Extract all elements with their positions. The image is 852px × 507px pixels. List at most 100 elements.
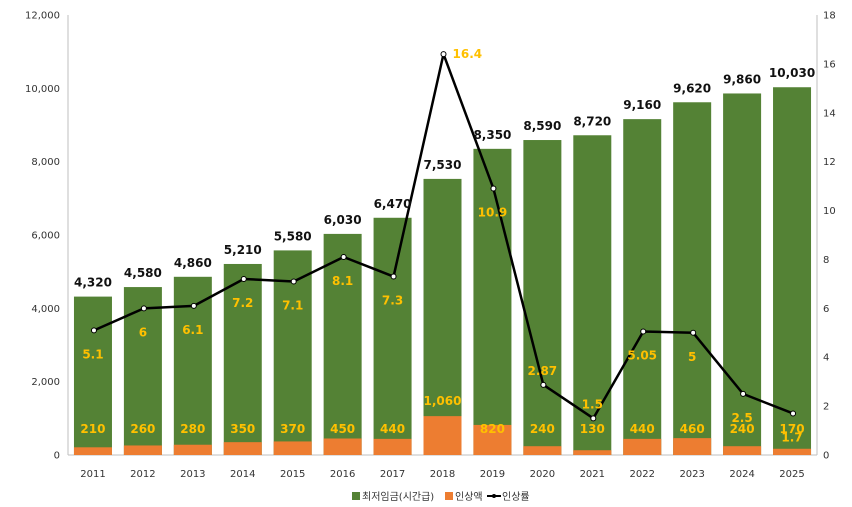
wage-bar [423,178,462,455]
rate-point [690,329,697,336]
x-tick-label: 2023 [679,469,704,480]
rate-point [590,415,597,422]
x-tick-label: 2021 [580,469,605,480]
y2-tick-label: 0 [823,451,829,462]
rate-label: 10.9 [478,206,508,220]
wage-label: 5,580 [274,229,312,243]
rate-point [190,302,197,309]
wage-bar [573,135,612,455]
y2-tick-label: 10 [823,206,836,217]
rate-label: 5 [688,350,696,364]
wage-bar [773,87,812,455]
wage-bar [723,93,762,455]
y-tick-label: 12,000 [25,11,60,22]
wage-label: 9,620 [673,81,711,95]
wage-label: 8,350 [473,128,511,142]
bars [73,87,812,456]
rate-point [790,410,797,417]
increase-bar [273,441,312,455]
increase-bar [423,416,462,455]
rate-point [440,51,447,58]
rate-point [140,305,147,312]
rate-label: 6 [139,325,147,339]
wage-label: 9,160 [623,98,661,112]
increase-bar [773,448,812,455]
increase-label: 440 [380,422,405,436]
rate-label: 8.1 [332,274,353,288]
increase-bar [573,450,612,455]
y2-tick-label: 8 [823,255,829,266]
x-tick-label: 2014 [230,469,255,480]
x-tick-label: 2025 [779,469,804,480]
wage-label: 8,590 [523,119,561,133]
wage-label: 8,720 [573,114,611,128]
rate-label: 7.2 [232,296,253,310]
increase-bar [123,445,162,455]
increase-label: 820 [480,422,505,436]
data-labels: 4,320 4,580 4,860 5,210 5,580 6,030 6,470 7,530… [74,47,815,444]
wage-label: 9,860 [723,72,761,86]
increase-bar [73,447,112,455]
legend-label-wage: 최저임금(시간급) [362,490,434,503]
rate-label: 5.05 [627,349,657,363]
rate-label: 7.1 [282,298,303,312]
increase-label: 350 [230,422,255,436]
increase-bar [323,438,362,455]
x-tick-label: 2020 [530,469,555,480]
rate-line [90,51,797,422]
rate-point [90,327,97,334]
rate-label: 2.5 [731,411,752,425]
increase-label: 370 [280,422,305,436]
increase-label: 280 [180,422,205,436]
y2-tick-label: 18 [823,11,836,22]
wage-label: 6,030 [324,213,362,227]
y-tick-label: 6,000 [31,231,60,242]
rate-label: 16.4 [453,47,483,61]
legend-swatch-wage [352,492,360,500]
rate-label: 1.5 [582,397,603,411]
legend-label-increase: 인상액 [455,491,483,503]
y2-tick-label: 12 [823,157,836,168]
wage-label: 10,030 [769,66,815,80]
rate-label: 1.7 [781,430,802,444]
rate-point [340,254,347,260]
legend: 최저임금(시간급) 인상액 인상률 [352,490,530,503]
wage-bar [623,119,662,455]
y-tick-label: 8,000 [31,157,60,168]
x-tick-label: 2022 [630,469,655,480]
y2-tick-label: 2 [823,402,829,413]
x-tick-label: 2019 [480,469,505,480]
increase-label: 130 [580,422,605,436]
increase-label: 210 [80,422,105,436]
increase-label: 450 [330,422,355,436]
y2-tick-label: 16 [823,59,836,70]
increase-bar [623,438,662,455]
rate-point [640,328,647,335]
increase-label: 170 [780,422,805,436]
increase-bar [723,446,762,455]
rate-point [240,276,247,282]
y-tick-label: 4,000 [31,304,60,315]
rate-point [390,273,397,280]
increase-label: 240 [730,422,755,436]
increase-bar [523,446,562,455]
rate-label: 7.3 [382,294,403,308]
wage-label: 6,470 [374,197,412,211]
rate-label: 2.87 [528,364,558,378]
x-tick-label: 2016 [330,469,355,480]
rate-point [290,278,297,285]
wage-bar [323,233,362,455]
wage-label: 4,580 [124,266,162,280]
wage-bar [223,263,262,455]
increase-bar [173,444,212,455]
y2-tick-label: 4 [823,353,829,364]
x-tick-label: 2018 [430,469,455,480]
y-tick-label: 10,000 [25,84,60,95]
increase-bar [223,442,262,455]
wage-label: 5,210 [224,243,262,257]
wage-bar [523,140,562,456]
wage-bar [273,250,312,455]
increase-label: 260 [130,422,155,436]
x-tick-label: 2017 [380,469,405,480]
